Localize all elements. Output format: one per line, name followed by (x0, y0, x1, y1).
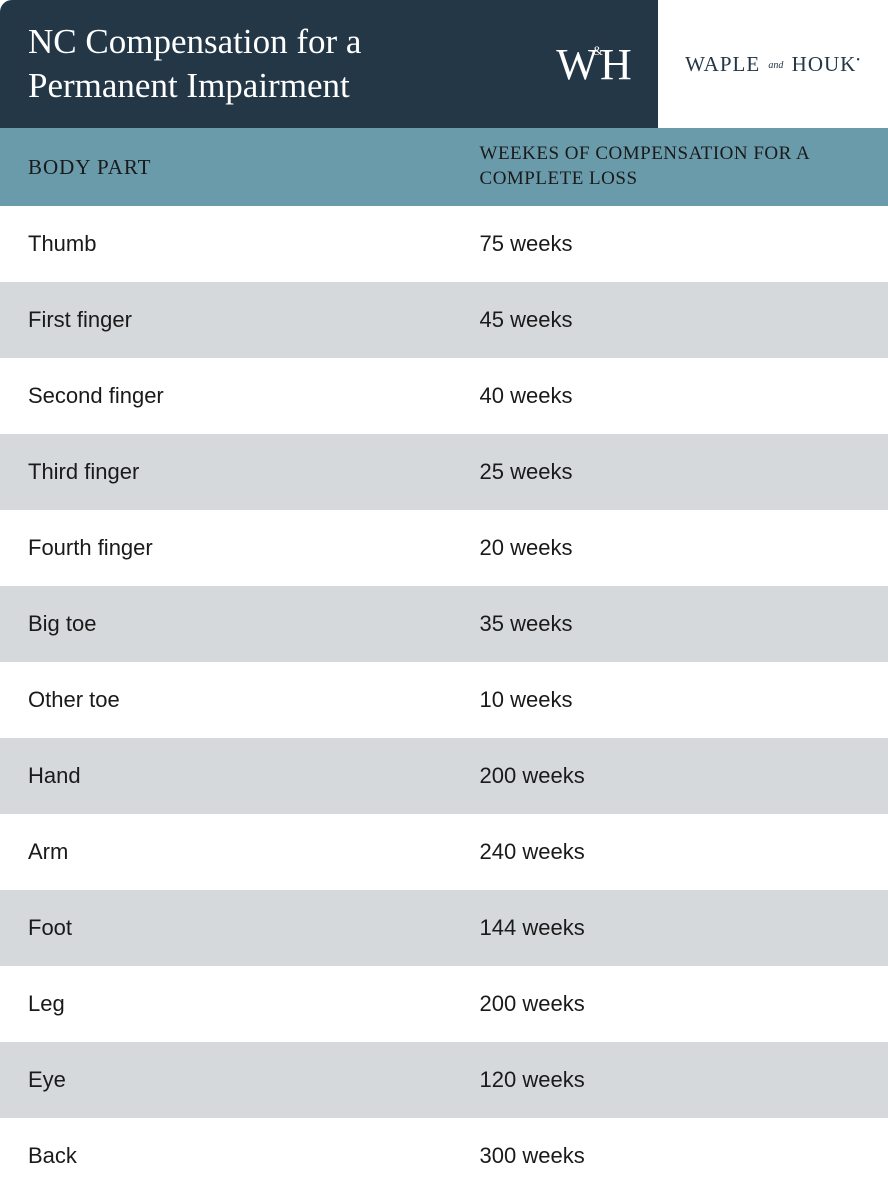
logo-full-icon: WAPLE and HOUK• (685, 52, 861, 77)
table-row: Hand200 weeks (0, 738, 888, 814)
cell-body-part: Third finger (0, 459, 480, 485)
logo-full-and: and (768, 60, 783, 71)
cell-weeks: 75 weeks (480, 231, 888, 257)
table-column-headers: BODY PART WEEKES OF COMPENSATION FOR A C… (0, 128, 888, 206)
table-row: First finger45 weeks (0, 282, 888, 358)
header-logos: W&H WAPLE and HOUK• (528, 0, 888, 128)
cell-body-part: Other toe (0, 687, 480, 713)
logo-monogram-amp: & (593, 43, 603, 58)
cell-weeks: 45 weeks (480, 307, 888, 333)
table-row: Leg200 weeks (0, 966, 888, 1042)
cell-body-part: Foot (0, 915, 480, 941)
table-row: Big toe35 weeks (0, 586, 888, 662)
table-row: Back300 weeks (0, 1118, 888, 1194)
table-row: Thumb75 weeks (0, 206, 888, 282)
cell-weeks: 144 weeks (480, 915, 888, 941)
logo-monogram-box: W&H (528, 0, 658, 128)
cell-body-part: Arm (0, 839, 480, 865)
logo-full-dot: • (856, 55, 861, 66)
table-row: Foot144 weeks (0, 890, 888, 966)
cell-body-part: Big toe (0, 611, 480, 637)
logo-full-box: WAPLE and HOUK• (658, 0, 888, 128)
cell-body-part: Thumb (0, 231, 480, 257)
header-title-box: NC Compensation for a Permanent Impairme… (0, 0, 528, 128)
logo-monogram-w: W (556, 40, 596, 89)
cell-weeks: 240 weeks (480, 839, 888, 865)
cell-weeks: 25 weeks (480, 459, 888, 485)
cell-body-part: First finger (0, 307, 480, 333)
cell-weeks: 200 weeks (480, 991, 888, 1017)
cell-body-part: Eye (0, 1067, 480, 1093)
logo-full-first: WAPLE (685, 52, 760, 76)
cell-weeks: 10 weeks (480, 687, 888, 713)
column-header-weeks: WEEKES OF COMPENSATION FOR A COMPLETE LO… (480, 142, 888, 191)
table-body: Thumb75 weeksFirst finger45 weeksSecond … (0, 206, 888, 1194)
table-row: Arm240 weeks (0, 814, 888, 890)
cell-weeks: 120 weeks (480, 1067, 888, 1093)
cell-body-part: Second finger (0, 383, 480, 409)
cell-body-part: Hand (0, 763, 480, 789)
page-title: NC Compensation for a Permanent Impairme… (28, 20, 500, 108)
infographic-container: NC Compensation for a Permanent Impairme… (0, 0, 888, 1194)
table-row: Second finger40 weeks (0, 358, 888, 434)
cell-weeks: 35 weeks (480, 611, 888, 637)
table-row: Fourth finger20 weeks (0, 510, 888, 586)
table-row: Other toe10 weeks (0, 662, 888, 738)
logo-monogram-h: H (600, 40, 630, 89)
cell-weeks: 300 weeks (480, 1143, 888, 1169)
cell-body-part: Fourth finger (0, 535, 480, 561)
cell-body-part: Back (0, 1143, 480, 1169)
table-row: Third finger25 weeks (0, 434, 888, 510)
logo-full-last: HOUK (792, 52, 857, 76)
column-header-body-part: BODY PART (0, 155, 480, 180)
cell-weeks: 20 weeks (480, 535, 888, 561)
cell-weeks: 40 weeks (480, 383, 888, 409)
header: NC Compensation for a Permanent Impairme… (0, 0, 888, 128)
cell-body-part: Leg (0, 991, 480, 1017)
table-row: Eye120 weeks (0, 1042, 888, 1118)
cell-weeks: 200 weeks (480, 763, 888, 789)
logo-monogram-icon: W&H (556, 39, 629, 90)
